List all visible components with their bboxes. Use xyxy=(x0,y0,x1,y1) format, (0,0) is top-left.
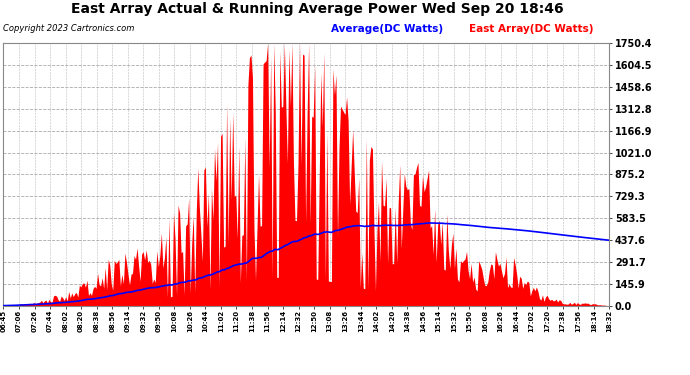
Text: Average(DC Watts): Average(DC Watts) xyxy=(331,24,443,34)
Text: East Array(DC Watts): East Array(DC Watts) xyxy=(469,24,593,34)
Text: East Array Actual & Running Average Power Wed Sep 20 18:46: East Array Actual & Running Average Powe… xyxy=(71,2,564,16)
Text: Copyright 2023 Cartronics.com: Copyright 2023 Cartronics.com xyxy=(3,24,135,33)
